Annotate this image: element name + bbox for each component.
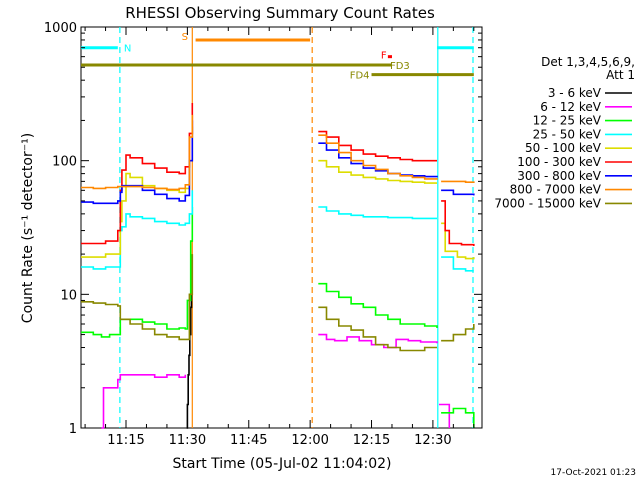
series-7000-15000-kev-segment-2 [441, 324, 475, 342]
x-tick-label-12-15: 12:15 [353, 433, 390, 448]
legend-label-7000-15000-kev: 7000 - 15000 keV [494, 196, 601, 210]
flag-label-s: S [182, 32, 188, 43]
legend-title-line2: Att 1 [606, 68, 635, 82]
series-50-100-kev-segment-1 [318, 159, 437, 184]
legend-label-800-7000-kev: 800 - 7000 keV [510, 183, 602, 197]
flag-label-fd3: FD3 [390, 61, 410, 72]
axes: 11:15 11:30 11:45 12:00 12:15 12:30 1 10 100 1000 [44, 21, 482, 448]
y-tick-label-1: 1 [69, 422, 77, 437]
y-tick-label-1000: 1000 [44, 21, 77, 36]
series-12-25-kev-segment-0 [81, 207, 194, 338]
chart-title: RHESSI Observing Summary Count Rates [125, 4, 435, 22]
y-tick-label-100: 100 [52, 155, 77, 170]
series-25-50-kev-segment-0 [81, 190, 194, 270]
x-tick-label-12-00: 12:00 [291, 433, 328, 448]
data-series [81, 103, 475, 429]
footer-timestamp: 17-Oct-2021 01:23 [551, 468, 636, 478]
series-7000-15000-kev-segment-1 [318, 306, 437, 352]
series-50-100-kev-segment-2 [441, 222, 475, 260]
series-6-12-kev-segment-2 [439, 403, 451, 428]
series-3-6-kev-segment-0 [186, 283, 193, 429]
legend-label-300-800-kev: 300 - 800 keV [517, 169, 601, 183]
x-tick-label-11-30: 11:30 [169, 433, 206, 448]
series-300-800-kev-segment-0 [81, 120, 194, 205]
series-300-800-kev-segment-2 [441, 189, 475, 196]
plot-frame [80, 26, 483, 429]
series-100-300-kev-segment-0 [81, 103, 194, 245]
legend-label-12-25-kev: 12 - 25 keV [533, 114, 602, 128]
flag-label-fd4: FD4 [350, 71, 370, 82]
legend-label-25-50-kev: 25 - 50 keV [533, 127, 602, 141]
series-25-50-kev-segment-1 [318, 206, 437, 220]
series-800-7000-kev-segment-2 [441, 180, 475, 183]
flag-label-n: N [124, 44, 131, 55]
legend-label-3-6-kev: 3 - 6 keV [548, 86, 602, 100]
series-800-7000-kev-segment-1 [318, 134, 438, 180]
series-7000-15000-kev-segment-0 [81, 254, 194, 341]
series-6-12-kev-segment-0 [101, 374, 187, 429]
x-tick-label-12-30: 12:30 [414, 433, 451, 448]
y-axis-label: Count Rate (s⁻¹ detector⁻¹) [20, 133, 36, 323]
flag-label-f: F [381, 51, 387, 62]
legend-title-line1: Det 1,3,4,5,6,9, [541, 55, 635, 69]
legend-label-6-12-kev: 6 - 12 keV [540, 100, 602, 114]
x-tick-label-11-45: 11:45 [230, 433, 267, 448]
series-25-50-kev-segment-2 [441, 256, 474, 272]
series-100-300-kev-segment-2 [441, 200, 475, 246]
legend-label-50-100-kev: 50 - 100 keV [525, 141, 602, 155]
series-12-25-kev-segment-2 [441, 407, 475, 428]
x-tick-label-11-15: 11:15 [107, 433, 144, 448]
y-tick-label-10: 10 [60, 288, 77, 303]
series-50-100-kev-segment-0 [81, 126, 194, 258]
series-12-25-kev-segment-1 [318, 282, 438, 328]
x-axis-label: Start Time (05-Jul-02 11:04:02) [172, 456, 391, 472]
series-800-7000-kev-segment-0 [81, 114, 194, 191]
legend-label-100-300-kev: 100 - 300 keV [517, 155, 601, 169]
series-100-300-kev-segment-1 [318, 130, 437, 162]
